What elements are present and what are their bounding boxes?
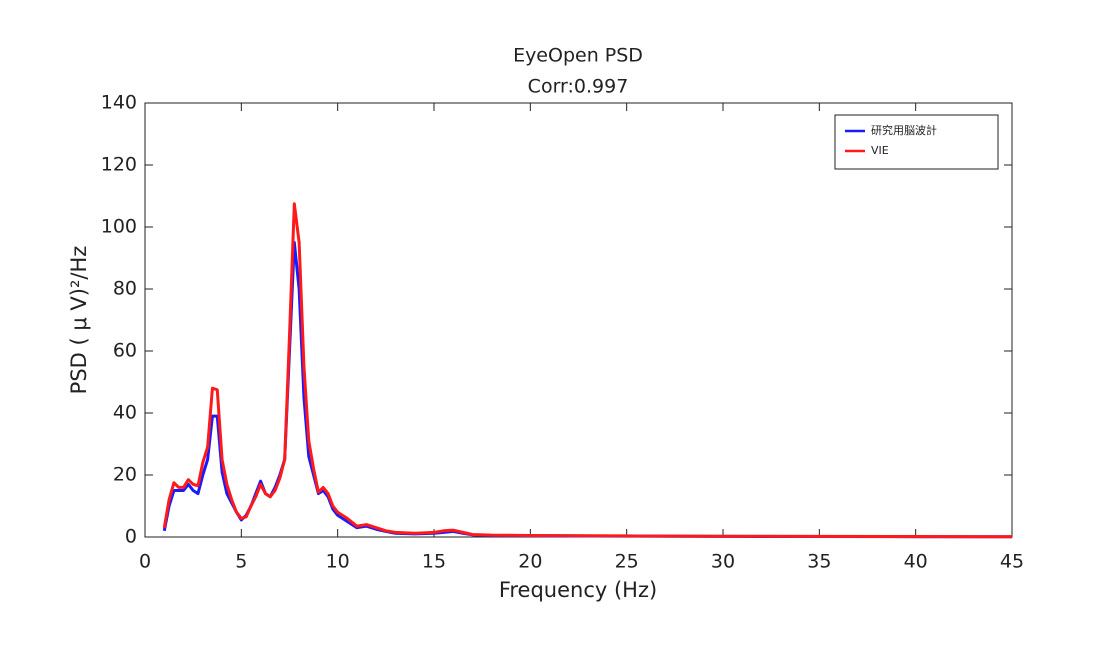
y-tick-label: 40 (113, 402, 137, 424)
x-axis-label: Frequency (Hz) (499, 578, 657, 602)
x-tick-label: 40 (904, 551, 928, 573)
chart-title: EyeOpen PSD (513, 45, 643, 67)
x-tick-label: 10 (326, 551, 350, 573)
x-tick-label: 15 (422, 551, 446, 573)
x-tick-label: 25 (615, 551, 639, 573)
y-tick-label: 20 (113, 464, 137, 486)
x-tick-label: 35 (807, 551, 831, 573)
legend-label: 研究用脳波計 (871, 123, 937, 137)
y-tick-label: 0 (125, 526, 137, 548)
x-tick-label: 45 (1000, 551, 1024, 573)
series-line (162, 202, 1013, 539)
y-axis-label: PSD ( μ V)²/Hz (67, 246, 91, 395)
y-tick-label: 80 (113, 278, 137, 300)
legend-box (834, 114, 999, 170)
y-tick-label: 60 (113, 340, 137, 362)
x-tick-label: 5 (235, 551, 247, 573)
y-tick-label: 140 (101, 92, 137, 114)
x-tick-label: 20 (518, 551, 542, 573)
y-tick-label: 120 (101, 154, 137, 176)
chart-subtitle: Corr:0.997 (528, 76, 629, 98)
x-tick-label: 0 (139, 551, 151, 573)
y-tick-label: 100 (101, 216, 137, 238)
x-tick-label: 30 (711, 551, 735, 573)
legend-label: VIE (871, 144, 889, 157)
